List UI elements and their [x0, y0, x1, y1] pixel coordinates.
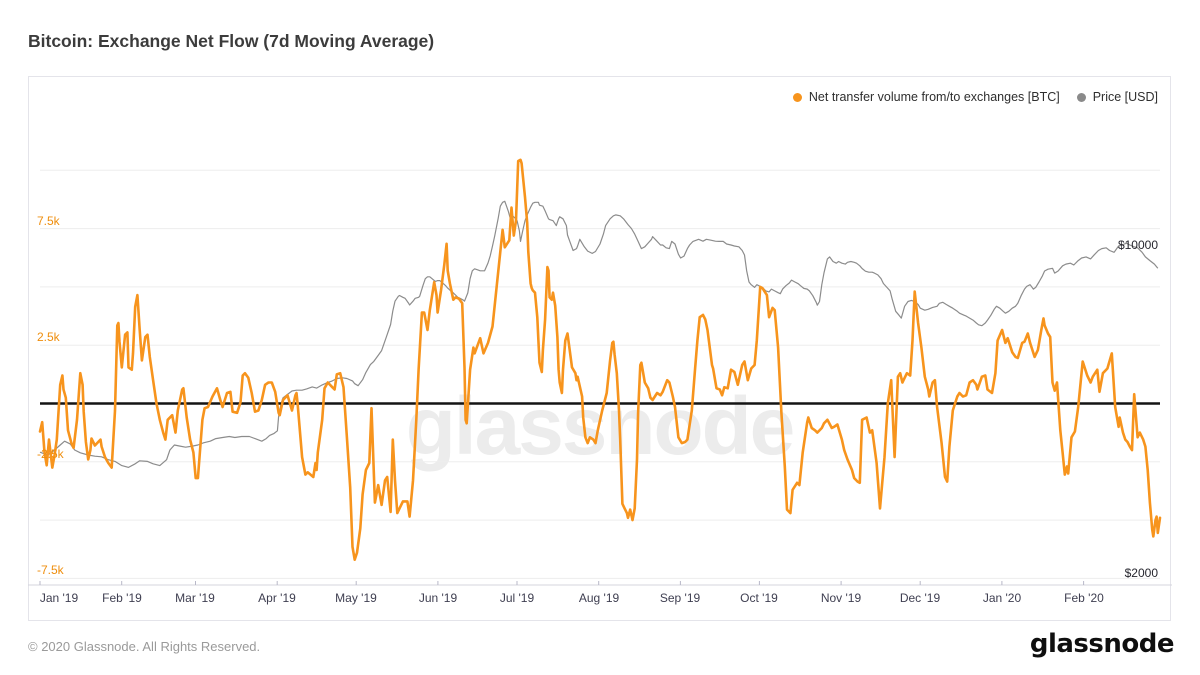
legend-item-price[interactable]: Price [USD] [1076, 90, 1158, 104]
chart-legend: Net transfer volume from/to exchanges [B… [792, 90, 1158, 104]
price-line[interactable] [39, 200, 1159, 468]
footer-copyright: © 2020 Glassnode. All Rights Reserved. [28, 639, 261, 654]
legend-label-netflow: Net transfer volume from/to exchanges [B… [808, 90, 1060, 104]
netflow-legend-dot-icon [792, 92, 802, 102]
price-legend-dot-icon [1076, 92, 1086, 102]
glassnode-logo[interactable]: glassnode [1029, 629, 1175, 659]
netflow-line[interactable] [38, 158, 1162, 562]
legend-item-netflow[interactable]: Net transfer volume from/to exchanges [B… [792, 90, 1060, 104]
legend-label-price: Price [USD] [1092, 90, 1158, 104]
chart-card[interactable]: glassnode [28, 76, 1171, 621]
glassnode-watermark: glassnode [405, 381, 796, 472]
page-title: Bitcoin: Exchange Net Flow (7d Moving Av… [28, 31, 435, 51]
